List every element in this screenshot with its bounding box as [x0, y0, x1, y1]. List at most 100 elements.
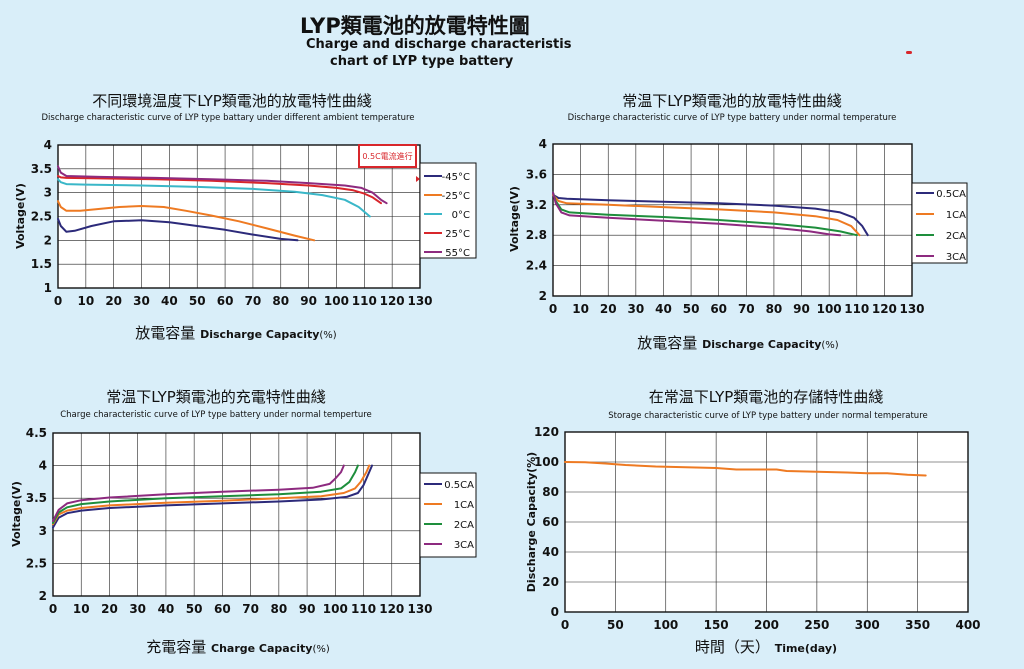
- series-line: [552, 193, 861, 237]
- chart-1: 不同環境温度下LYP類電池的放電特性曲綫 Discharge characteri…: [14, 92, 477, 342]
- x-axis-label-en: Discharge Capacity: [702, 338, 821, 351]
- page-title: LYP類電池的放電特性圖: [300, 14, 530, 38]
- annotation-box: [358, 144, 417, 168]
- y-axis-label: Voltage(V): [10, 481, 23, 547]
- x-axis-label-cn: 充電容量: [146, 638, 211, 656]
- y-tick-label: 2: [39, 589, 47, 603]
- legend-label: -25°C: [442, 191, 470, 202]
- x-axis-label-en: Charge Capacity: [211, 642, 312, 655]
- x-tick-label: 300: [855, 618, 880, 632]
- y-tick-label: 2.8: [526, 228, 547, 242]
- y-tick-label: 3.6: [526, 167, 547, 181]
- x-tick-label: 0: [49, 602, 57, 616]
- y-tick-label: 2: [539, 289, 547, 303]
- x-tick-label: 130: [899, 302, 924, 316]
- x-tick-label: 100: [324, 294, 349, 308]
- y-tick-label: 80: [542, 485, 559, 499]
- y-axis-label: Voltage(V): [508, 186, 521, 252]
- x-tick-label: 0: [561, 618, 569, 632]
- x-tick-label: 110: [352, 294, 377, 308]
- y-tick-label: 120: [534, 425, 559, 439]
- y-tick-label: 100: [534, 455, 559, 469]
- x-axis-label-cn: 放電容量: [135, 324, 200, 342]
- x-axis-label-en: Time(day): [775, 642, 837, 655]
- y-tick-label: 2.5: [31, 210, 52, 224]
- series-line: [57, 178, 371, 218]
- y-tick-label: 3: [39, 524, 47, 538]
- legend-label: -45°C: [442, 172, 470, 183]
- x-tick-label: 30: [627, 302, 644, 316]
- chart-title: 不同環境温度下LYP類電池的放電特性曲綫: [92, 92, 372, 110]
- y-axis-label: Discharge Capacity(%): [525, 452, 538, 592]
- x-tick-label: 100: [817, 302, 842, 316]
- chart-4: 在常温下LYP類電池的存儲特性曲綫 Storage characteristic …: [525, 388, 981, 656]
- series-line: [57, 200, 316, 242]
- plot-border: [564, 431, 969, 613]
- legend-label: 55°C: [445, 248, 470, 259]
- x-tick-label: 200: [754, 618, 779, 632]
- legend-box: [911, 182, 968, 264]
- x-tick-label: 10: [77, 294, 94, 308]
- y-tick-label: 20: [542, 575, 559, 589]
- chart-subtitle: Storage characteristic curve of LYP type…: [608, 411, 928, 421]
- x-tick-label: 100: [323, 602, 348, 616]
- legend-label: 25°C: [445, 229, 470, 240]
- y-tick-label: 4: [539, 137, 547, 151]
- chart-subtitle: Discharge characteristic curve of LYP ty…: [42, 113, 415, 123]
- x-tick-label: 30: [129, 602, 146, 616]
- y-axis-label: Voltage(V): [14, 183, 27, 249]
- y-tick-label: 2: [44, 233, 52, 247]
- x-tick-label: 130: [407, 294, 432, 308]
- legend-label: 0.5CA: [936, 189, 966, 200]
- x-tick-label: 40: [655, 302, 672, 316]
- x-tick-label: 70: [242, 602, 259, 616]
- legend-label: 2CA: [454, 520, 474, 531]
- chart-2: 常温下LYP類電池的放電特性曲綫 Discharge characteristic…: [508, 92, 968, 352]
- chart-title: 常温下LYP類電池的放電特性曲綫: [622, 92, 842, 110]
- x-tick-label: 120: [379, 602, 404, 616]
- x-tick-label: 40: [158, 602, 175, 616]
- x-tick-label: 20: [600, 302, 617, 316]
- x-tick-label: 80: [270, 602, 287, 616]
- chart-title: 常温下LYP類電池的充電特性曲綫: [106, 388, 326, 406]
- x-axis-label-unit: (%): [319, 330, 336, 341]
- legend-label: 0.5CA: [444, 480, 474, 491]
- x-tick-label: 80: [272, 294, 289, 308]
- x-tick-label: 120: [872, 302, 897, 316]
- chart-3: 常温下LYP類電池的充電特性曲綫 Charge characteristic cu…: [10, 388, 477, 656]
- series-line: [57, 175, 382, 205]
- x-tick-label: 10: [73, 602, 90, 616]
- x-axis-label-en: Discharge Capacity: [200, 328, 319, 341]
- legend-box: [419, 162, 477, 259]
- red-mark: [906, 51, 912, 54]
- x-tick-label: 350: [905, 618, 930, 632]
- legend-label: 3CA: [946, 252, 966, 263]
- x-tick-label: 110: [351, 602, 376, 616]
- x-tick-label: 90: [300, 294, 317, 308]
- x-tick-label: 100: [653, 618, 678, 632]
- x-tick-label: 250: [804, 618, 829, 632]
- chart-subtitle: Charge characteristic curve of LYP type …: [60, 410, 372, 420]
- x-tick-label: 30: [133, 294, 150, 308]
- x-axis-label: 充電容量 Charge Capacity(%): [146, 638, 330, 656]
- series-line: [552, 191, 858, 237]
- series-line: [52, 464, 359, 524]
- chart-title: 在常温下LYP類電池的存儲特性曲綫: [649, 388, 884, 406]
- series-line: [52, 464, 371, 526]
- legend-label: 1CA: [454, 500, 474, 511]
- x-tick-label: 60: [214, 602, 231, 616]
- y-tick-label: 1: [44, 281, 52, 295]
- legend: 0.5CA 1CA 2CA 3CA: [419, 472, 477, 558]
- y-tick-label: 2.4: [526, 259, 547, 273]
- x-tick-label: 50: [189, 294, 206, 308]
- x-tick-label: 400: [955, 618, 980, 632]
- x-tick-label: 10: [572, 302, 589, 316]
- y-tick-label: 4: [44, 138, 52, 152]
- y-tick-label: 2.5: [26, 556, 47, 570]
- legend-label: 0°C: [452, 210, 470, 221]
- y-tick-label: 0: [551, 605, 559, 619]
- series-line: [52, 464, 345, 522]
- x-tick-label: 50: [683, 302, 700, 316]
- x-tick-label: 50: [186, 602, 203, 616]
- legend: -45°C -25°C 0°C 25°C 55°C: [419, 162, 477, 259]
